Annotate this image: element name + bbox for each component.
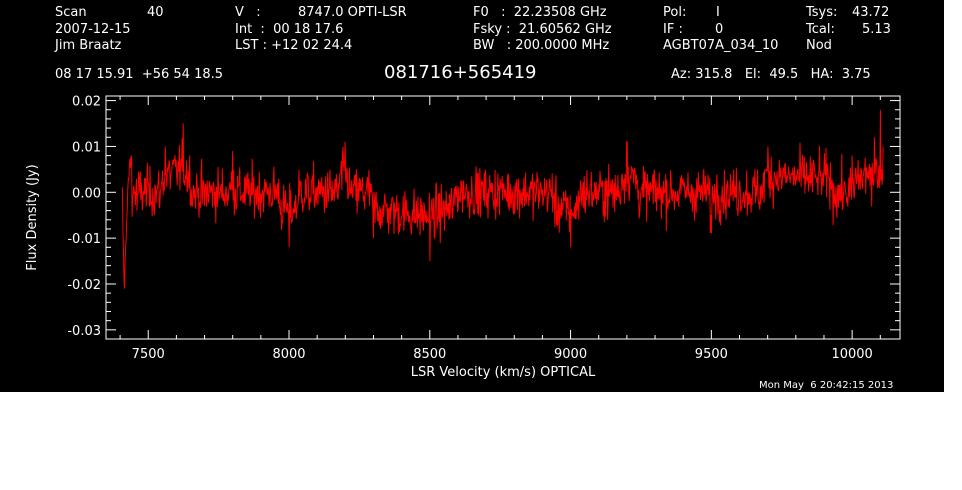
velocity-label: V : xyxy=(235,5,261,20)
tsys-value: 43.72 xyxy=(852,5,890,20)
observer-name: Jim Braatz xyxy=(55,38,122,53)
plot-window: Scan 40 2007-12-15 Jim Braatz V : 8747.0… xyxy=(0,0,944,392)
y-axis-label: Flux Density (Jy) xyxy=(25,164,40,270)
x-tick-label: 9500 xyxy=(695,347,728,362)
x-tick-label: 8500 xyxy=(413,347,446,362)
project-id: AGBT07A_034_10 xyxy=(663,38,779,53)
y-tick-label: -0.02 xyxy=(67,278,101,293)
spectrum-line xyxy=(121,109,884,289)
y-tick-label: -0.03 xyxy=(67,324,101,339)
y-tick-label: 0.00 xyxy=(72,186,101,201)
observation-date: 2007-12-15 xyxy=(55,22,131,37)
switch-mode: Nod xyxy=(806,38,832,53)
rest-frequency: F0 : 22.23508 GHz xyxy=(473,5,607,20)
x-tick-label: 8000 xyxy=(272,347,305,362)
pol-label: Pol: xyxy=(663,5,687,20)
x-tick-label: 7500 xyxy=(132,347,165,362)
az-el-ha: Az: 315.8 El: 49.5 HA: 3.75 xyxy=(671,67,871,82)
if-value: 0 xyxy=(715,22,724,37)
tcal-label: Tcal: xyxy=(806,22,835,37)
y-tick-label: -0.01 xyxy=(67,232,101,247)
if-label: IF : xyxy=(663,22,683,37)
sky-frequency: Fsky : 21.60562 GHz xyxy=(473,22,612,37)
bandwidth: BW : 200.0000 MHz xyxy=(473,38,610,53)
scan-number: 40 xyxy=(147,5,164,20)
plot-frame xyxy=(105,95,901,340)
x-tick-label: 9000 xyxy=(554,347,587,362)
ra-dec-coordinates: 08 17 15.91 +56 54 18.5 xyxy=(55,67,224,82)
velocity-value: 8747.0 OPTI-LSR xyxy=(298,5,407,20)
y-tick-label: 0.02 xyxy=(72,95,101,110)
lst-value: LST : +12 02 24.4 xyxy=(235,38,353,53)
spectrum-chart: 7500 8000 8500 9000 9500 10000 0.02 0.01 0.00 -0.… xyxy=(25,95,901,380)
source-name: 081716+565419 xyxy=(384,62,537,83)
tcal-value: 5.13 xyxy=(862,22,891,37)
x-tick-label: 10000 xyxy=(831,347,872,362)
plot-timestamp: Mon May 6 20:42:15 2013 xyxy=(759,380,894,391)
scan-label: Scan xyxy=(55,5,87,20)
x-axis-label: LSR Velocity (km/s) OPTICAL xyxy=(411,365,596,380)
y-tick-label: 0.01 xyxy=(72,140,101,155)
integration-time: Int : 00 18 17.6 xyxy=(235,22,344,37)
tsys-label: Tsys: xyxy=(806,5,838,20)
pol-value: I xyxy=(716,5,720,20)
